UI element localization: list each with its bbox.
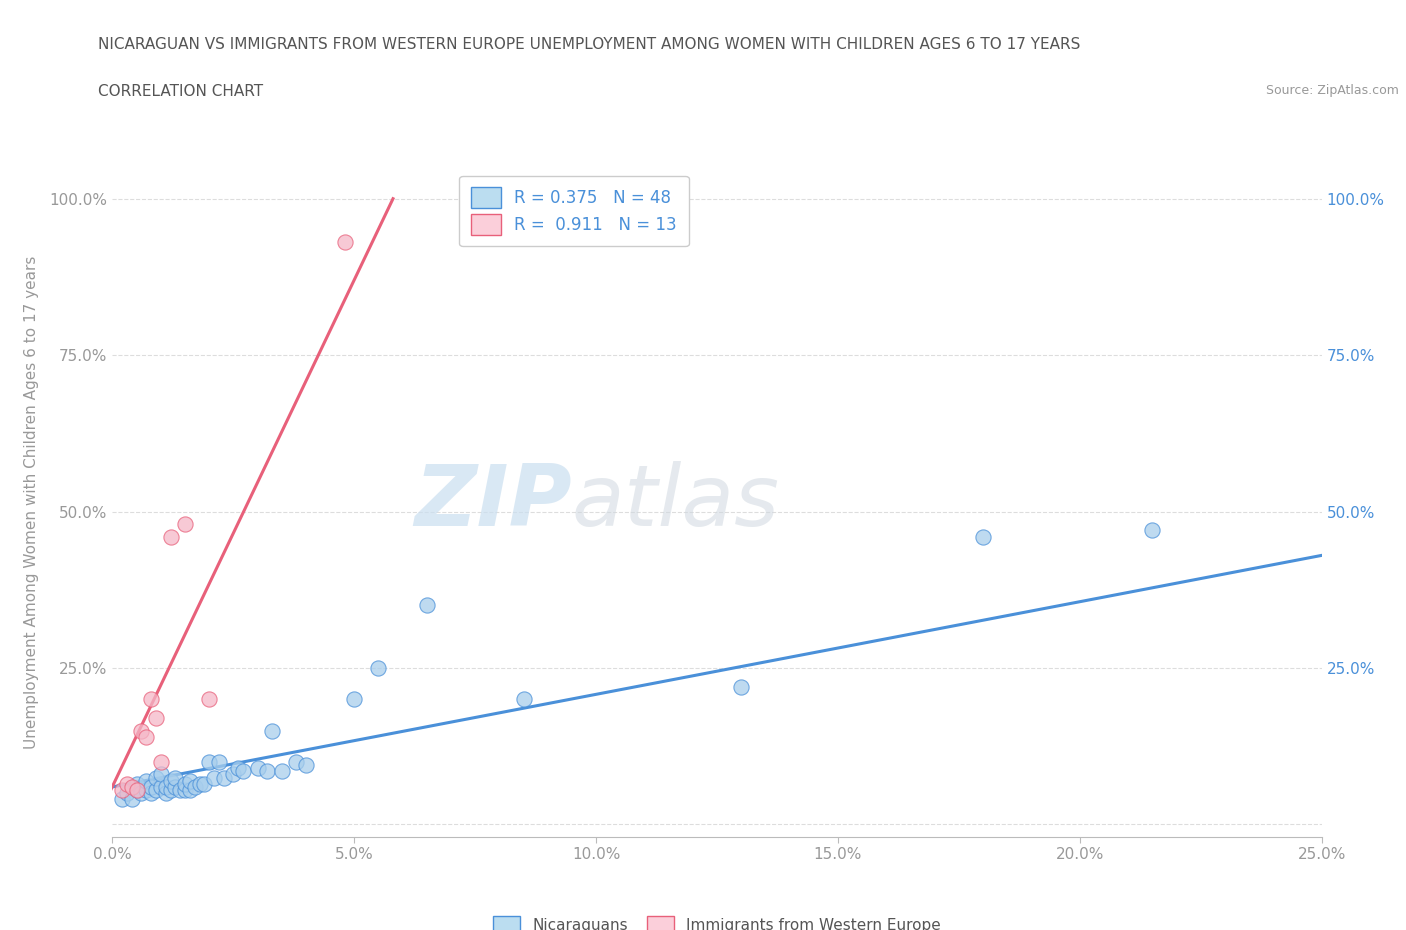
Point: [174, 517, 197, 532]
Text: NICARAGUAN VS IMMIGRANTS FROM WESTERN EUROPE UNEMPLOYMENT AMONG WOMEN WITH CHILD: NICARAGUAN VS IMMIGRANTS FROM WESTERN EU…: [98, 37, 1081, 52]
Point: [145, 783, 167, 798]
Point: [208, 754, 231, 769]
Point: [343, 692, 366, 707]
Point: [730, 680, 752, 695]
Point: [256, 764, 278, 778]
Point: [111, 783, 134, 798]
Point: [179, 773, 201, 788]
Point: [135, 773, 157, 788]
Point: [145, 770, 167, 785]
Point: [179, 783, 201, 798]
Point: [125, 777, 148, 791]
Text: Source: ZipAtlas.com: Source: ZipAtlas.com: [1265, 84, 1399, 97]
Point: [141, 779, 163, 794]
Point: [226, 761, 249, 776]
Point: [222, 767, 245, 782]
Y-axis label: Unemployment Among Women with Children Ages 6 to 17 years: Unemployment Among Women with Children A…: [24, 256, 38, 749]
Point: [188, 777, 211, 791]
Point: [295, 758, 318, 773]
Point: [155, 779, 177, 794]
Point: [246, 761, 269, 776]
Point: [149, 754, 172, 769]
Point: [174, 783, 197, 798]
Point: [115, 777, 138, 791]
Point: [159, 783, 181, 798]
Point: [972, 529, 994, 544]
Point: [115, 786, 138, 801]
Text: CORRELATION CHART: CORRELATION CHART: [98, 84, 263, 99]
Point: [193, 777, 215, 791]
Point: [416, 598, 439, 613]
Point: [149, 767, 172, 782]
Point: [125, 783, 148, 798]
Point: [174, 777, 197, 791]
Point: [165, 779, 187, 794]
Point: [135, 783, 157, 798]
Text: ZIP: ZIP: [415, 460, 572, 544]
Point: [141, 692, 163, 707]
Point: [285, 754, 308, 769]
Point: [270, 764, 292, 778]
Point: [159, 529, 181, 544]
Point: [169, 783, 191, 798]
Point: [262, 724, 284, 738]
Point: [165, 770, 187, 785]
Point: [198, 754, 221, 769]
Point: [125, 783, 148, 798]
Point: [367, 660, 389, 675]
Point: [149, 779, 172, 794]
Point: [131, 724, 153, 738]
Point: [1142, 523, 1164, 538]
Point: [333, 235, 356, 250]
Point: [512, 692, 534, 707]
Point: [121, 792, 143, 807]
Point: [159, 773, 181, 788]
Point: [131, 786, 153, 801]
Point: [135, 729, 157, 744]
Point: [121, 779, 143, 794]
Point: [141, 786, 163, 801]
Point: [155, 786, 177, 801]
Point: [202, 770, 225, 785]
Text: atlas: atlas: [572, 460, 780, 544]
Point: [212, 770, 235, 785]
Legend: Nicaraguans, Immigrants from Western Europe: Nicaraguans, Immigrants from Western Eur…: [482, 905, 952, 930]
Point: [198, 692, 221, 707]
Point: [145, 711, 167, 725]
Point: [232, 764, 254, 778]
Point: [111, 792, 134, 807]
Point: [183, 779, 205, 794]
